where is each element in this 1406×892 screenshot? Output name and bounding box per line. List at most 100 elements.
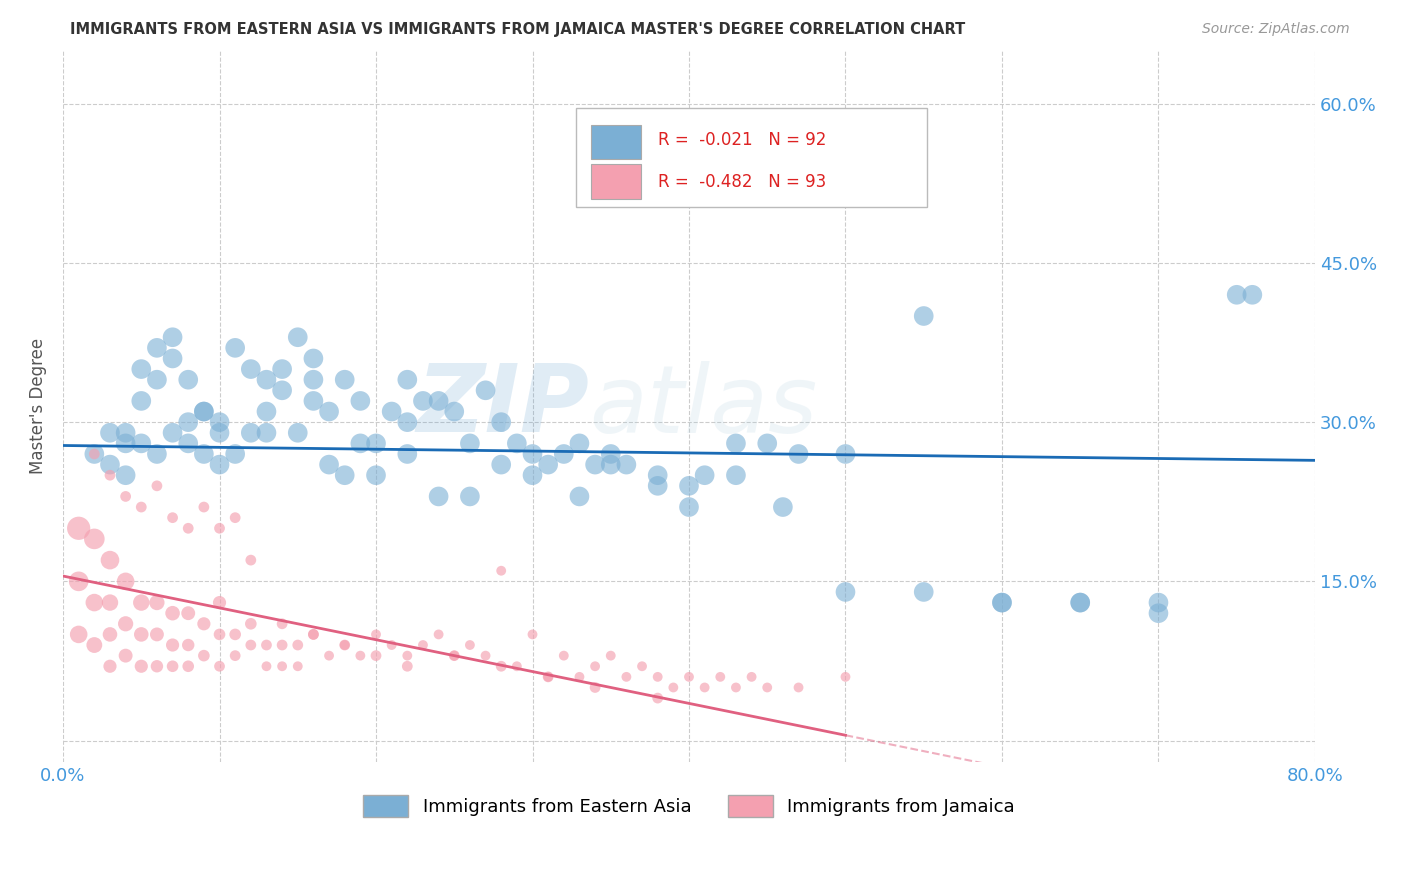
Point — [443, 648, 465, 663]
Point — [458, 638, 481, 652]
Point — [991, 596, 1014, 610]
Point — [239, 616, 262, 631]
Point — [489, 659, 512, 673]
Point — [599, 458, 621, 472]
Point — [678, 500, 700, 514]
Point — [443, 404, 465, 418]
Point — [146, 659, 169, 673]
Point — [741, 670, 763, 684]
Point — [302, 627, 325, 641]
Point — [83, 532, 105, 546]
Point — [568, 436, 591, 450]
Point — [98, 458, 121, 472]
Point — [522, 447, 544, 461]
Point — [772, 500, 794, 514]
Point — [114, 648, 136, 663]
Point — [146, 627, 169, 641]
Point — [364, 648, 387, 663]
Point — [631, 659, 654, 673]
Point — [647, 670, 669, 684]
Point — [162, 351, 184, 366]
Point — [396, 373, 419, 387]
Point — [364, 627, 387, 641]
Point — [489, 564, 512, 578]
Point — [1226, 287, 1249, 301]
Point — [193, 648, 215, 663]
Point — [224, 627, 246, 641]
Point — [208, 627, 231, 641]
Text: R =  -0.482   N = 93: R = -0.482 N = 93 — [658, 172, 825, 191]
Point — [537, 670, 560, 684]
Point — [489, 415, 512, 429]
Point — [208, 659, 231, 673]
Point — [522, 627, 544, 641]
Point — [114, 436, 136, 450]
Point — [162, 510, 184, 524]
Point — [146, 596, 169, 610]
Point — [396, 659, 419, 673]
Point — [193, 500, 215, 514]
Point — [129, 362, 152, 376]
Point — [427, 627, 450, 641]
Point — [162, 659, 184, 673]
Point — [364, 436, 387, 450]
Point — [834, 670, 856, 684]
FancyBboxPatch shape — [576, 108, 927, 207]
Point — [412, 393, 434, 408]
Point — [724, 681, 747, 695]
Point — [224, 510, 246, 524]
Point — [193, 616, 215, 631]
Point — [724, 468, 747, 483]
Point — [1069, 596, 1091, 610]
Point — [83, 447, 105, 461]
Point — [239, 362, 262, 376]
Point — [647, 468, 669, 483]
Point — [522, 468, 544, 483]
Point — [224, 341, 246, 355]
Point — [177, 415, 200, 429]
Point — [98, 468, 121, 483]
Point — [568, 490, 591, 504]
Point — [129, 436, 152, 450]
Point — [129, 659, 152, 673]
Point — [662, 681, 685, 695]
Point — [177, 638, 200, 652]
Point — [271, 362, 294, 376]
Point — [333, 638, 356, 652]
Point — [349, 648, 371, 663]
Point — [98, 627, 121, 641]
Point — [506, 659, 529, 673]
Point — [474, 384, 496, 398]
Point — [302, 373, 325, 387]
Point — [193, 447, 215, 461]
Point — [287, 330, 309, 344]
Point — [177, 606, 200, 620]
Point — [381, 404, 404, 418]
Point — [834, 585, 856, 599]
Point — [129, 393, 152, 408]
Point — [98, 425, 121, 440]
Text: atlas: atlas — [589, 360, 817, 451]
Point — [287, 425, 309, 440]
Point — [787, 681, 810, 695]
Point — [1241, 287, 1264, 301]
Point — [647, 691, 669, 706]
Point — [583, 458, 606, 472]
Point — [114, 616, 136, 631]
Point — [162, 606, 184, 620]
Point — [129, 500, 152, 514]
Point — [146, 479, 169, 493]
Point — [83, 447, 105, 461]
Point — [537, 670, 560, 684]
Point — [616, 670, 638, 684]
Point — [114, 425, 136, 440]
Bar — [592, 164, 641, 199]
Point — [364, 468, 387, 483]
Point — [129, 627, 152, 641]
Point — [256, 659, 278, 673]
Point — [396, 447, 419, 461]
Point — [129, 596, 152, 610]
Point — [67, 521, 90, 535]
Point — [912, 585, 935, 599]
Point — [302, 627, 325, 641]
